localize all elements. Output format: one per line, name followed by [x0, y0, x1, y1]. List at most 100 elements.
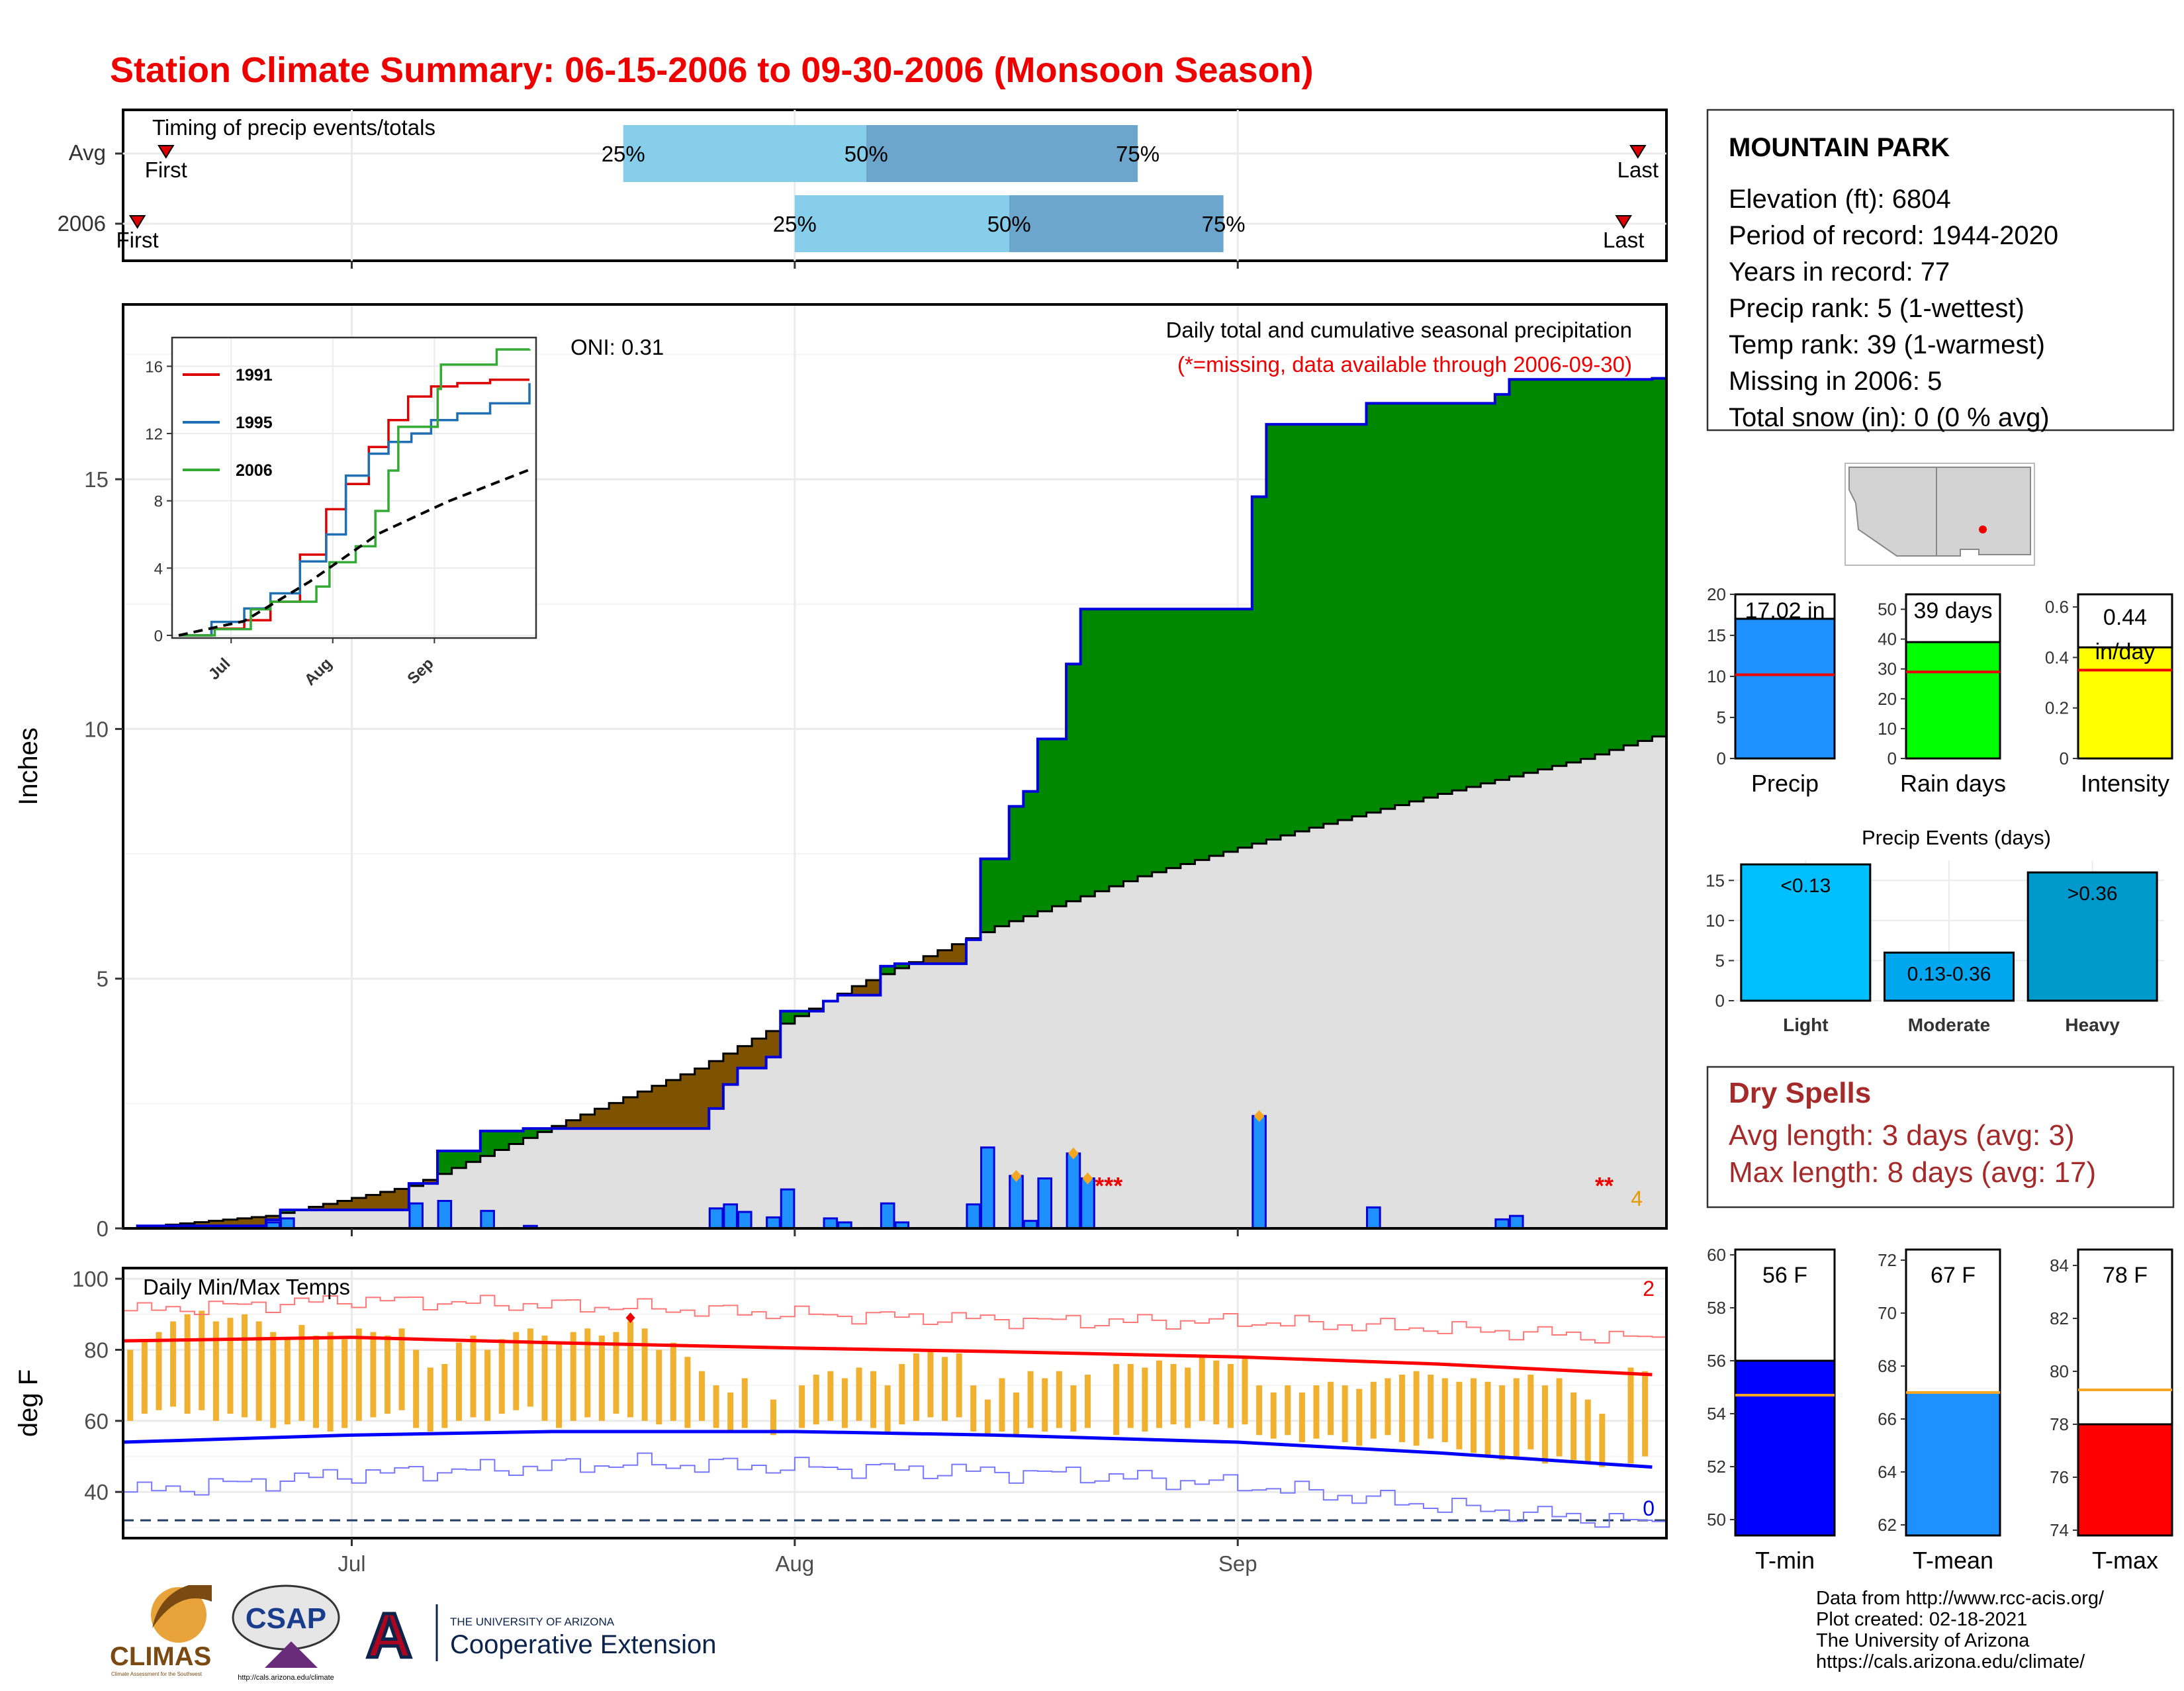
precip-deficit-segment — [308, 1207, 324, 1211]
precip-daily-bar — [1251, 1115, 1267, 1230]
timing-label-q25: 25% — [773, 212, 817, 236]
precip-deficit-segment — [237, 1218, 252, 1226]
temp-summary-y-tick-label: 82 — [2050, 1308, 2069, 1328]
precip-surplus-segment — [1209, 609, 1224, 856]
temp-daily-range-bar — [613, 1332, 619, 1414]
temp-summary-y-tick-label: 72 — [1878, 1250, 1897, 1270]
temp-daily-range-bar — [184, 1314, 191, 1414]
summary-bar — [2077, 646, 2173, 760]
temp-daily-range-bar — [841, 1378, 848, 1428]
timing-last-label: Last — [1603, 228, 1644, 252]
timing-label-q75: 75% — [1202, 212, 1246, 236]
precip-surplus-segment — [1251, 496, 1267, 844]
precip-extreme-marker — [1082, 1172, 1093, 1185]
precip-deficit-segment — [380, 1191, 395, 1211]
precip-deficit-segment — [337, 1201, 353, 1211]
summary-value-label: in/day — [2095, 639, 2156, 664]
precip-surplus-segment — [1152, 609, 1167, 872]
dry-spells-avg: Avg length: 3 days (avg: 3) — [1729, 1119, 2075, 1152]
precip-missing-marker: *** — [1095, 1172, 1122, 1199]
precip-deficit-segment — [666, 1079, 681, 1129]
timing-last-marker — [1615, 215, 1633, 229]
summary-y-tick-label: 40 — [1878, 629, 1897, 649]
temp-daily-range-bar — [156, 1332, 162, 1410]
temp-daily-range-bar — [598, 1336, 605, 1421]
precip-panel-frame — [122, 303, 1668, 1230]
station-precip-rank: Precip rank: 5 (1-wettest) — [1729, 294, 2025, 323]
location-map — [1844, 463, 2035, 566]
temp-lines — [122, 1295, 1666, 1528]
temp-record-max-line — [123, 1295, 1666, 1344]
timing-label-q50: 50% — [987, 212, 1031, 236]
temp-summary-y-tick-label: 54 — [1707, 1404, 1726, 1424]
station-info-frame — [1706, 109, 2175, 432]
precip-surplus-segment — [1366, 403, 1381, 813]
temp-daily-range-bar — [313, 1336, 319, 1428]
climas-logo-swoosh-icon — [152, 1585, 212, 1628]
temp-summary-value-label: 56 F — [1762, 1263, 1807, 1288]
inset-legend-label: 2006 — [236, 461, 273, 480]
events-y-tick-label: 10 — [1706, 911, 1725, 931]
temp-daily-range-bar — [284, 1339, 291, 1425]
temp-daily-range-bar — [1127, 1363, 1134, 1428]
timing-first-marker — [157, 145, 175, 159]
page-title: Station Climate Summary: 06-15-2006 to 0… — [110, 50, 1314, 90]
temp-summary-value-label: 78 F — [2103, 1263, 2148, 1288]
temp-daily-range-bar — [827, 1371, 834, 1421]
timing-panel: Timing of precip events/totals Avg 2006 … — [58, 109, 1668, 269]
temp-daily-range-bar — [1328, 1381, 1334, 1436]
station-years: Years in record: 77 — [1729, 257, 1950, 287]
precip-y-tick-label: 5 — [97, 967, 109, 991]
precip-surplus-segment — [1466, 403, 1481, 787]
temp-daily-range-bar — [1227, 1363, 1234, 1428]
inset-background — [172, 338, 536, 638]
events-value-label: 0.13-0.36 — [1907, 963, 1991, 985]
temp-summary-y-tick-label: 60 — [1707, 1245, 1726, 1265]
temp-daily-range-bar — [384, 1336, 390, 1414]
csap-logo-text: CSAP — [246, 1602, 326, 1635]
temp-daily-range-bar — [1513, 1378, 1520, 1457]
temp-summary-bars: 50 52 54 56 58 60 56 F T-min 62 64 66 68 70 72 67 F T-m… — [1707, 1245, 2173, 1574]
events-category-label: Light — [1783, 1015, 1828, 1035]
temp-daily-range-bar — [212, 1321, 219, 1421]
temp-summary-category-label: T-mean — [1913, 1547, 1993, 1574]
precip-deficit-segment — [251, 1217, 267, 1226]
precip-deficit-segment — [694, 1068, 709, 1129]
temp-panel-frame — [122, 1267, 1668, 1539]
precip-deficit-segment — [680, 1074, 696, 1129]
temp-daily-range-bar — [498, 1339, 505, 1414]
temp-daily-range-bar — [255, 1321, 262, 1421]
summary-y-tick-label: 0.4 — [2045, 647, 2069, 667]
precip-daily-bar — [708, 1207, 724, 1230]
temp-daily-range-bar — [1270, 1392, 1277, 1439]
precip-daily-bar — [723, 1203, 738, 1230]
temp-daily-range-bar — [1370, 1381, 1377, 1439]
summary-bar — [1734, 617, 1836, 760]
precip-surplus-segment — [1323, 424, 1338, 824]
precip-daily-bar — [408, 1202, 424, 1230]
precip-surplus-segment — [1409, 403, 1424, 801]
temp-summary-bar — [2077, 1423, 2173, 1537]
precip-surplus-segment — [995, 858, 1010, 927]
temp-daily-range-bar — [1070, 1385, 1077, 1432]
temp-daily-range-bars — [127, 1310, 1649, 1467]
temp-daily-range-bar — [1185, 1367, 1191, 1428]
precip-missing-markers: *** ** — [1095, 1172, 1614, 1199]
ua-logo: A THE UNIVERSITY OF ARIZONA Cooperative … — [361, 1599, 716, 1673]
temp-daily-range-bar — [570, 1332, 576, 1421]
precip-surplus-segment — [1480, 403, 1496, 784]
footer-credits: Data from http://www.rcc-acis.org/ Plot … — [1816, 1588, 2105, 1672]
temp-corner-count-max: 2 — [1643, 1277, 1655, 1301]
precip-surplus-segment — [280, 1210, 295, 1213]
precip-daily-bar — [1366, 1206, 1381, 1230]
ua-logo-letter: A — [366, 1600, 412, 1671]
precip-surplus-segment — [1394, 403, 1410, 805]
temp-daily-range-bar — [370, 1332, 377, 1418]
precip-surplus-segment — [1266, 424, 1281, 840]
temp-x-tick-label: Jul — [338, 1551, 365, 1576]
precip-deficit-segment — [566, 1120, 581, 1129]
precip-deficit-segment — [208, 1220, 224, 1226]
precip-deficit-segment — [937, 950, 952, 964]
